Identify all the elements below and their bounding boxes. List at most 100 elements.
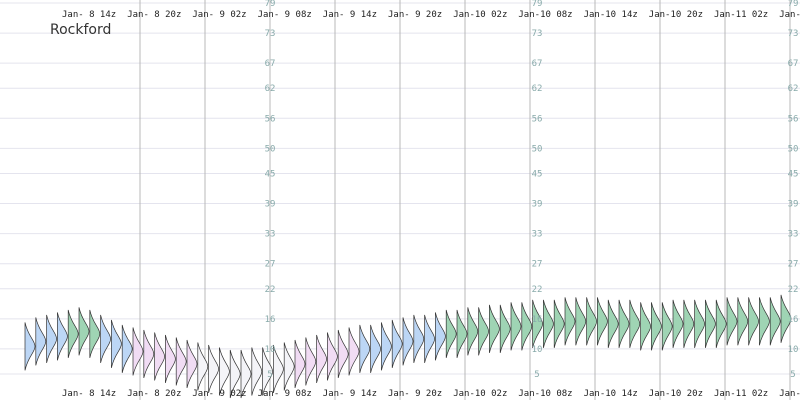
plume-fan [694, 299, 705, 348]
x-tick-label: Jan- 9 08z [258, 10, 312, 20]
y-tick-label: 50 [532, 144, 543, 154]
y-tick-label: 33 [788, 230, 799, 240]
plume-fan [132, 327, 144, 376]
plume-fan [305, 337, 317, 386]
plume-fan [219, 347, 230, 396]
plume-fan [391, 319, 403, 368]
x-tick-label: Jan-10 14z [584, 10, 638, 20]
x-tick-label: Jan-10 08z [518, 389, 572, 399]
plume-fan [348, 327, 360, 376]
y-tick-label: 45 [265, 169, 276, 179]
y-tick-label: 22 [788, 285, 799, 295]
y-tick-label: 73 [265, 29, 276, 39]
plume-fan [748, 297, 759, 346]
y-tick-label: 62 [265, 84, 276, 94]
x-tick-label: Jan- 9 20z [388, 10, 442, 20]
plume-fan [445, 309, 457, 358]
plume-fan [316, 334, 327, 384]
plume-fan [413, 314, 425, 363]
x-tick-label: Jan-1 [779, 389, 800, 399]
y-tick-label: 39 [788, 200, 799, 210]
plume-fan [381, 322, 392, 371]
y-tick-label: 73 [788, 29, 799, 39]
plume-fan [672, 299, 684, 348]
y-tick-label: 5 [534, 370, 539, 380]
y-tick-label: 45 [788, 169, 799, 179]
plume-fan [597, 297, 608, 346]
y-tick-label: 62 [532, 84, 543, 94]
x-tick-label: Jan-10 02z [453, 389, 507, 399]
plume-fan [780, 294, 792, 343]
y-tick-label: 79 [788, 0, 799, 9]
plume-fan [100, 314, 111, 363]
x-tick-label: Jan-11 02z [714, 389, 768, 399]
plume-fan [402, 317, 414, 366]
plume-fan [726, 297, 738, 346]
x-tick-label: Jan- 8 20z [127, 10, 181, 20]
plume-fan [251, 347, 263, 396]
y-tick-label: 50 [788, 144, 799, 154]
x-tick-label: Jan-10 20z [649, 10, 703, 20]
y-tick-label: 50 [265, 144, 276, 154]
plume-fan [229, 349, 241, 399]
y-tick-label: 56 [265, 114, 276, 124]
y-tick-label: 16 [532, 315, 543, 325]
plume-fan [683, 299, 695, 348]
y-tick-label: 16 [788, 315, 799, 325]
plume-fan [154, 332, 165, 381]
plume-fan [640, 302, 651, 351]
labels: 79 79 79 73 73 73 67 67 67 62 62 62 56 56 56 50 50 50 45 45… [62, 0, 800, 399]
plume-fan [564, 297, 576, 346]
plume-fan [370, 324, 381, 374]
plume-fan [197, 342, 209, 391]
y-tick-label: 56 [532, 114, 543, 124]
plume-fan [294, 339, 306, 389]
x-tick-label: Jan- 9 02z [192, 389, 246, 399]
y-tick-label: 5 [267, 370, 272, 380]
plume-fan [543, 299, 554, 348]
y-tick-label: 10 [788, 345, 799, 355]
plume-fan [489, 304, 500, 353]
plume-fan [67, 309, 79, 358]
y-tick-label: 33 [532, 230, 543, 240]
y-tick-label: 67 [532, 59, 543, 69]
x-tick-label: Jan- 9 14z [323, 389, 377, 399]
plume-fan [111, 319, 122, 368]
plume-fan [208, 344, 219, 394]
plume-fan [651, 302, 662, 351]
x-tick-label: Jan-10 08z [518, 10, 572, 20]
x-tick-label: Jan- 9 08z [258, 389, 312, 399]
y-tick-label: 5 [790, 370, 795, 380]
plume-fan [46, 314, 57, 363]
x-tick-label: Jan- 9 14z [323, 10, 377, 20]
y-tick-label: 27 [265, 260, 276, 270]
x-tick-label: Jan-10 14z [584, 389, 638, 399]
plume-fan [165, 334, 176, 384]
plume-fan [510, 302, 522, 351]
plume-fan [532, 299, 543, 348]
y-tick-label: 67 [788, 59, 799, 69]
plume-fan [521, 302, 533, 351]
y-tick-label: 79 [265, 0, 276, 9]
y-tick-label: 45 [532, 169, 543, 179]
chart-title: Rockford [50, 22, 111, 38]
plume-fan [89, 309, 101, 358]
y-tick-label: 67 [265, 59, 276, 69]
plume-fan [240, 349, 252, 399]
y-tick-label: 22 [265, 285, 276, 295]
x-tick-label: Jan-10 02z [453, 10, 507, 20]
plume-fan [24, 322, 36, 371]
x-tick-label: Jan- 8 20z [127, 389, 181, 399]
plume-fan [769, 297, 781, 346]
plume-fan [359, 324, 371, 374]
plume-fan [57, 312, 68, 361]
x-tick-label: Jan- 8 14z [62, 389, 116, 399]
x-tick-label: Jan-10 20z [649, 389, 703, 399]
y-tick-label: 33 [265, 230, 276, 240]
plume-fan [327, 332, 338, 381]
plume-fan [78, 307, 90, 356]
y-tick-label: 27 [788, 260, 799, 270]
plume-fan [35, 317, 47, 366]
plume-fan [705, 299, 716, 348]
plume-fan [575, 297, 587, 346]
